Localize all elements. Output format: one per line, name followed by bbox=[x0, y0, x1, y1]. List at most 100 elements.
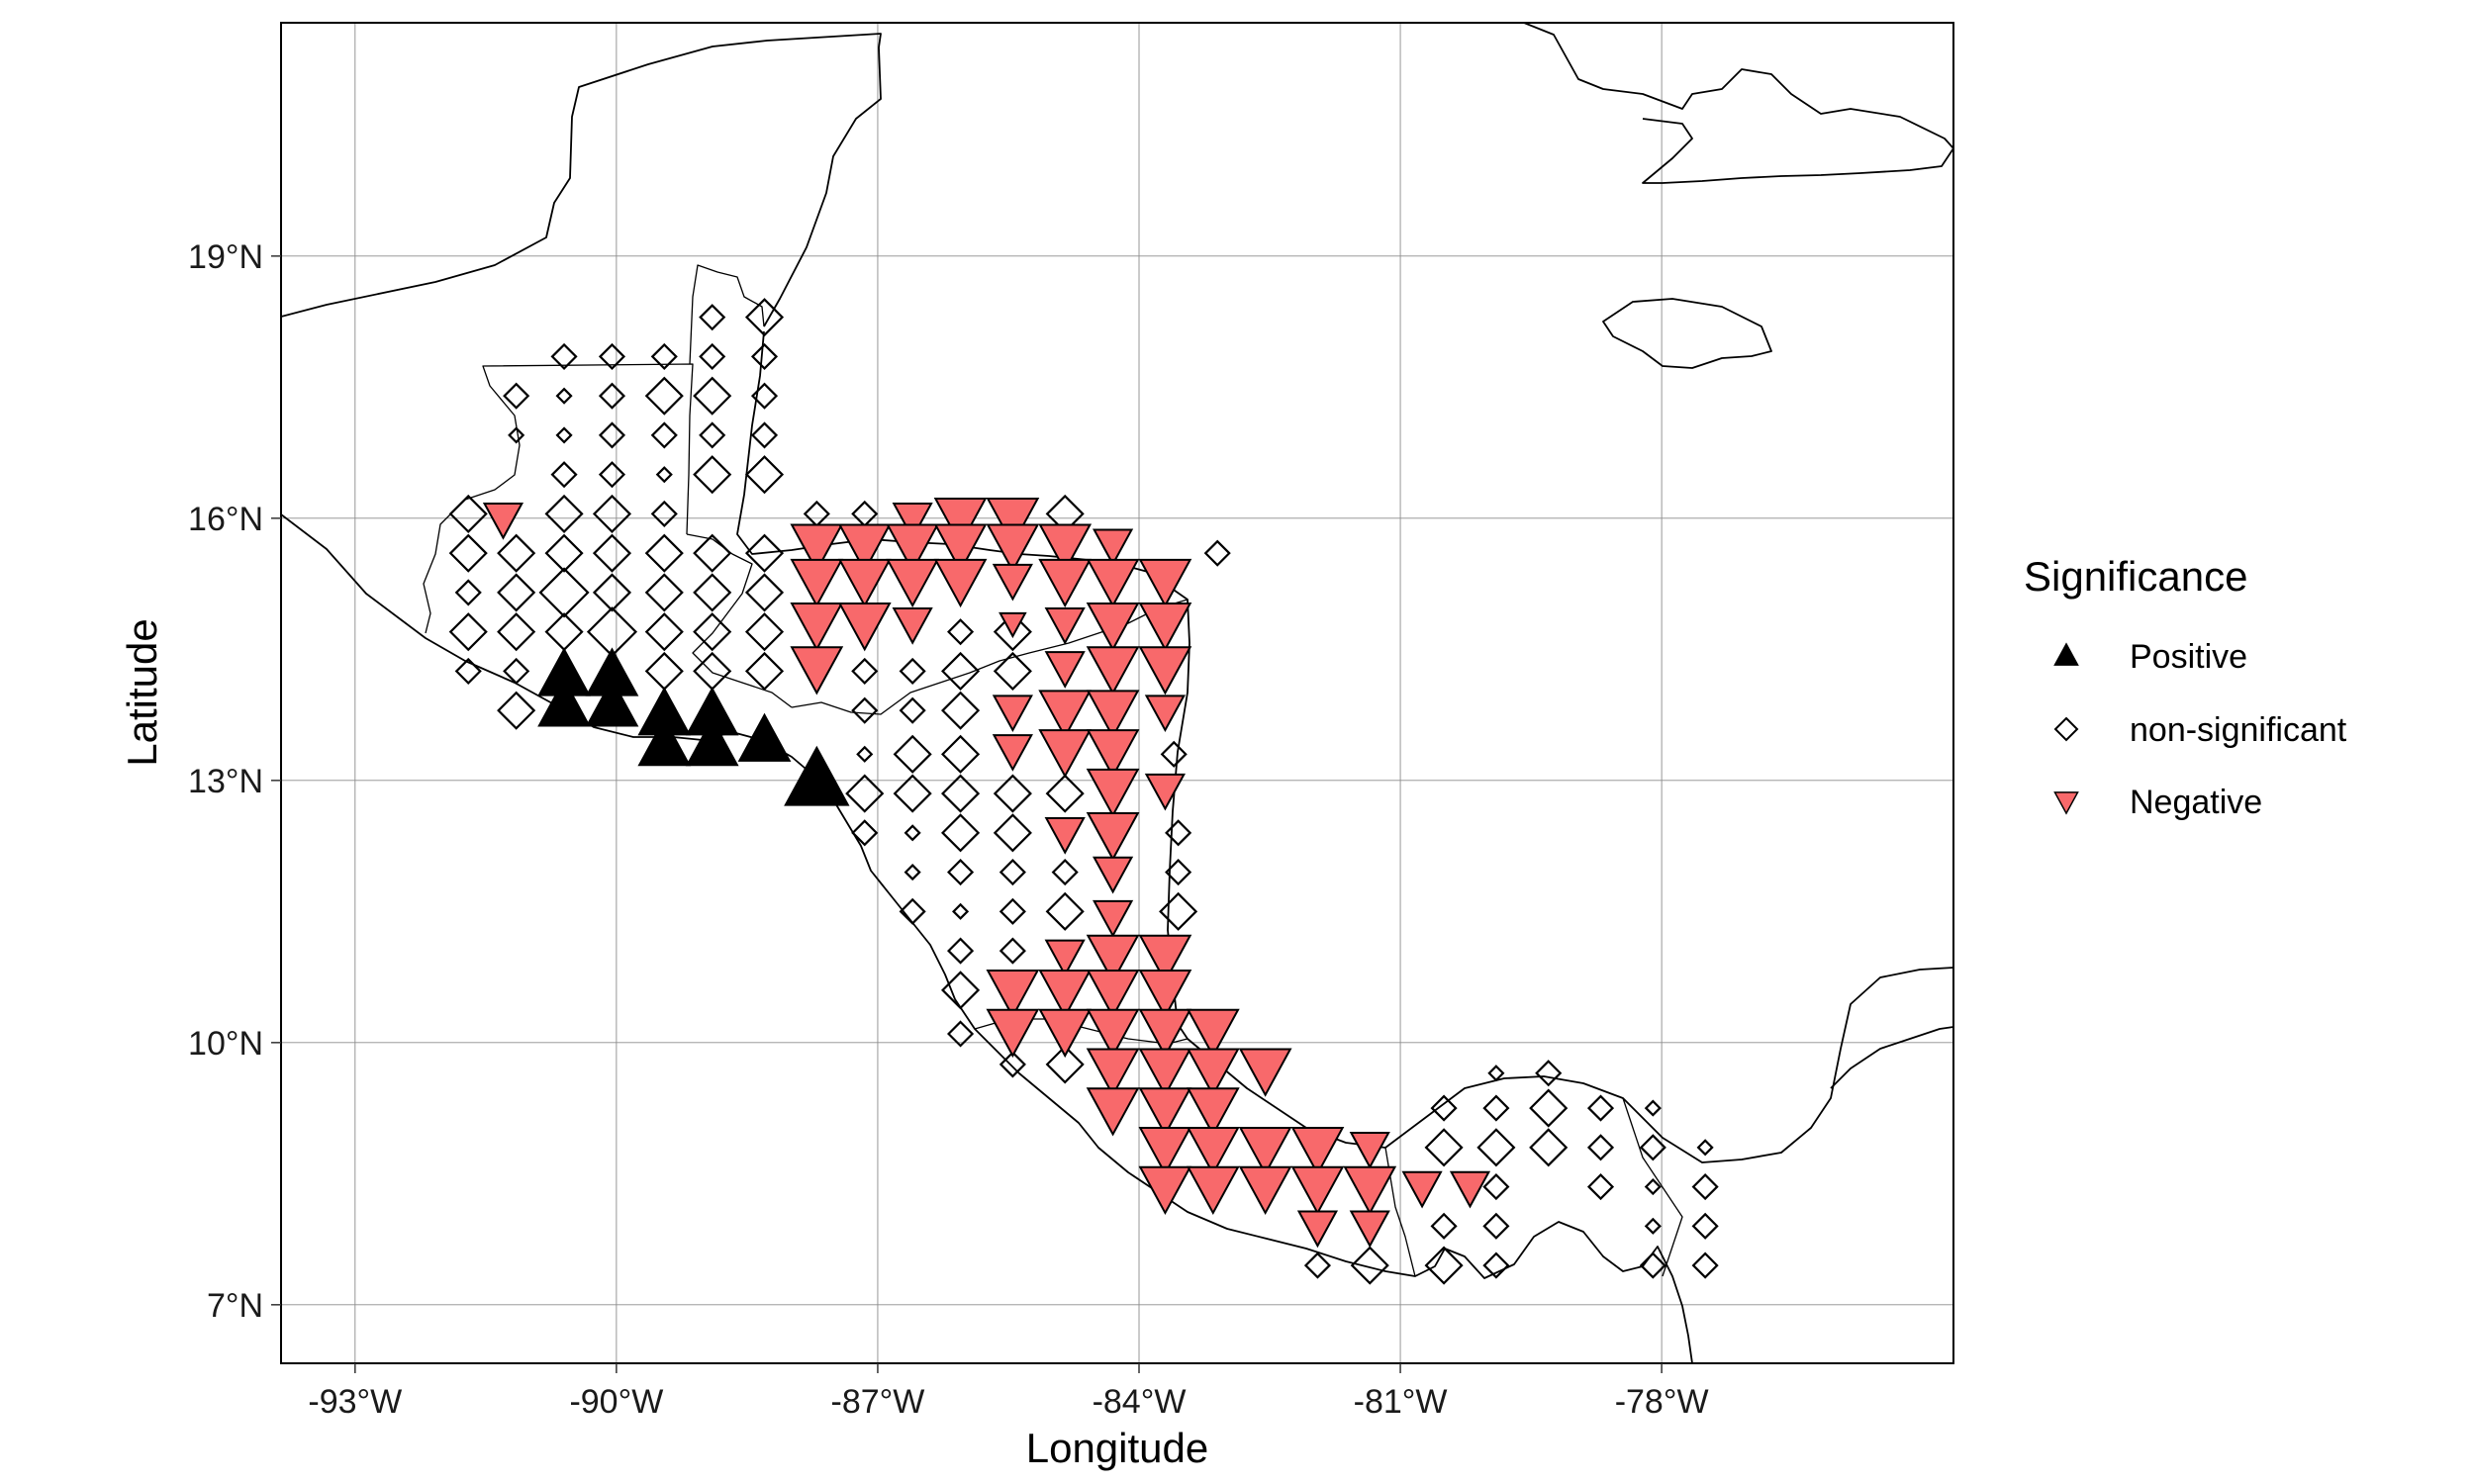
point-nonsignificant bbox=[744, 533, 785, 573]
point-nonsignificant bbox=[999, 1051, 1026, 1078]
point-nonsignificant bbox=[693, 573, 732, 612]
point-nonsignificant bbox=[538, 567, 590, 618]
point-nonsignificant bbox=[454, 657, 482, 685]
point-nonsignificant bbox=[1696, 1139, 1714, 1157]
point-nonsignificant bbox=[1165, 819, 1192, 847]
point-negative bbox=[1038, 523, 1093, 573]
point-nonsignificant bbox=[598, 421, 626, 449]
plot-panel-border bbox=[280, 22, 1954, 1364]
y-tick-label: 19°N bbox=[188, 238, 263, 276]
point-nonsignificant bbox=[744, 455, 785, 495]
point-nonsignificant bbox=[503, 382, 530, 410]
x-tick-label: -84°W bbox=[1093, 1383, 1187, 1421]
point-negative bbox=[790, 523, 844, 573]
point-nonsignificant bbox=[644, 533, 684, 573]
point-negative bbox=[1086, 558, 1140, 608]
point-negative bbox=[1144, 773, 1186, 811]
point-nonsignificant bbox=[544, 494, 584, 533]
point-negative bbox=[1138, 558, 1192, 608]
point-nonsignificant bbox=[1529, 1128, 1569, 1167]
point-negative bbox=[1343, 1165, 1397, 1216]
point-negative bbox=[986, 970, 1040, 1019]
point-nonsignificant bbox=[644, 573, 684, 612]
point-negative bbox=[837, 603, 892, 652]
point-negative bbox=[1138, 970, 1192, 1019]
point-nonsignificant bbox=[1586, 1134, 1615, 1161]
point-negative bbox=[1086, 1087, 1140, 1137]
point-negative bbox=[1138, 1087, 1192, 1137]
point-negative bbox=[837, 523, 892, 573]
point-negative bbox=[992, 695, 1033, 733]
point-nonsignificant bbox=[448, 494, 488, 533]
point-positive bbox=[737, 712, 792, 762]
point-negative bbox=[1186, 1008, 1240, 1059]
x-tick-label: -78°W bbox=[1615, 1383, 1709, 1421]
point-nonsignificant bbox=[1639, 1252, 1666, 1279]
point-nonsignificant bbox=[1482, 1252, 1510, 1279]
point-negative bbox=[1449, 1170, 1491, 1209]
point-nonsignificant bbox=[744, 651, 785, 691]
point-negative bbox=[1044, 939, 1086, 977]
point-nonsignificant bbox=[899, 897, 926, 925]
point-nonsignificant bbox=[999, 937, 1026, 965]
point-nonsignificant bbox=[1045, 1045, 1085, 1084]
point-nonsignificant bbox=[899, 696, 926, 724]
point-nonsignificant bbox=[941, 691, 981, 730]
point-nonsignificant bbox=[941, 651, 981, 691]
coastline-yucatan-gulf bbox=[281, 33, 882, 327]
point-negative bbox=[992, 563, 1033, 602]
point-nonsignificant bbox=[893, 774, 932, 813]
point-negative bbox=[1086, 1048, 1140, 1097]
point-nonsignificant bbox=[544, 533, 584, 573]
point-negative bbox=[1138, 603, 1192, 652]
point-negative bbox=[1296, 1210, 1339, 1249]
point-negative bbox=[1038, 1008, 1093, 1059]
point-negative bbox=[1086, 970, 1140, 1019]
point-negative bbox=[1349, 1210, 1390, 1249]
point-nonsignificant bbox=[904, 864, 921, 881]
point-negative bbox=[1086, 1008, 1140, 1059]
point-nonsignificant bbox=[650, 500, 678, 527]
point-nonsignificant bbox=[1691, 1212, 1719, 1240]
point-nonsignificant bbox=[899, 657, 926, 685]
point-negative bbox=[790, 646, 844, 696]
point-negative bbox=[933, 523, 988, 573]
point-nonsignificant bbox=[1350, 1246, 1389, 1285]
point-nonsignificant bbox=[851, 657, 879, 685]
point-nonsignificant bbox=[598, 342, 626, 370]
point-nonsignificant bbox=[1639, 1134, 1666, 1161]
point-negative bbox=[1093, 856, 1134, 894]
point-nonsignificant bbox=[1165, 859, 1192, 886]
point-nonsignificant bbox=[650, 421, 678, 449]
point-nonsignificant bbox=[893, 734, 932, 774]
x-tick-label: -90°W bbox=[569, 1383, 663, 1421]
point-nonsignificant bbox=[693, 533, 732, 573]
y-tick-label: 10°N bbox=[188, 1025, 263, 1063]
point-negative bbox=[886, 558, 940, 608]
point-nonsignificant bbox=[744, 298, 785, 337]
point-nonsignificant bbox=[941, 971, 981, 1010]
point-negative bbox=[1044, 606, 1086, 645]
x-axis: -93°W -90°W -87°W -84°W -81°W -78°W bbox=[308, 1363, 1709, 1421]
point-nonsignificant bbox=[1482, 1094, 1510, 1122]
point-negative bbox=[1186, 1048, 1240, 1097]
point-nonsignificant bbox=[644, 612, 684, 652]
data-points bbox=[448, 298, 1719, 1285]
point-nonsignificant bbox=[744, 573, 785, 612]
point-nonsignificant bbox=[1644, 1178, 1662, 1196]
point-negative bbox=[790, 603, 844, 652]
point-negative bbox=[992, 734, 1033, 772]
point-nonsignificant bbox=[644, 376, 684, 416]
point-nonsignificant bbox=[904, 824, 921, 842]
point-nonsignificant bbox=[999, 897, 1026, 925]
point-negative bbox=[892, 502, 933, 540]
point-negative bbox=[1290, 1127, 1345, 1176]
point-nonsignificant bbox=[592, 533, 632, 573]
point-nonsignificant bbox=[1160, 740, 1188, 768]
point-nonsignificant bbox=[598, 461, 626, 489]
point-nonsignificant bbox=[497, 612, 536, 652]
point-nonsignificant bbox=[1476, 1128, 1516, 1167]
point-negative bbox=[1186, 1087, 1240, 1137]
point-nonsignificant bbox=[699, 304, 726, 331]
